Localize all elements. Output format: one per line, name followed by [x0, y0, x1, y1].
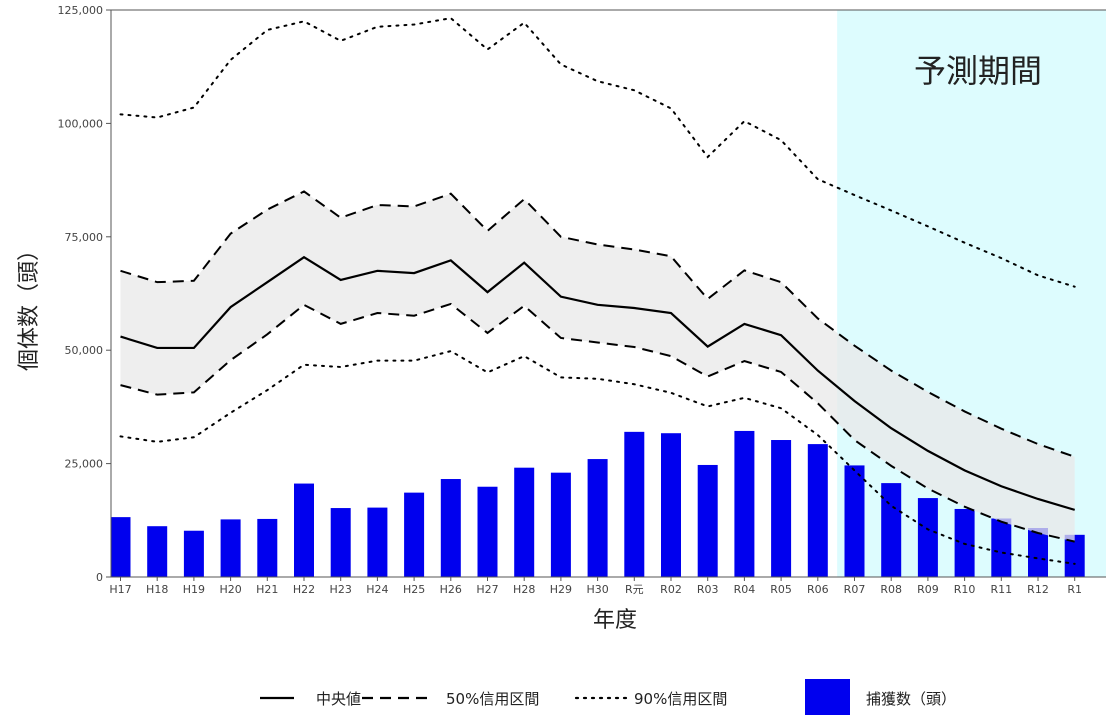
x-tick-label: R02 — [660, 583, 682, 596]
legend-label: 50%信用区間 — [446, 690, 539, 708]
bar-R05 — [771, 440, 792, 577]
bar-R06 — [807, 444, 828, 577]
x-tick-label: H19 — [183, 583, 205, 596]
x-tick-label: H21 — [256, 583, 278, 596]
y-tick-label: 50,000 — [65, 344, 104, 357]
x-tick-label: R06 — [807, 583, 829, 596]
legend: 中央値 50%信用区間 90%信用区間 捕獲数（頭） — [260, 679, 956, 715]
x-tick-label: R11 — [990, 583, 1012, 596]
y-axis-title: 個体数（頭） — [17, 239, 42, 371]
bar-H20 — [220, 519, 241, 577]
bar-H30 — [587, 459, 608, 577]
x-tick-label: R07 — [844, 583, 866, 596]
y-tick-label: 0 — [96, 571, 103, 584]
x-tick-label: H23 — [330, 583, 352, 596]
x-tick-label: R04 — [734, 583, 756, 596]
x-tick-label: R10 — [954, 583, 976, 596]
bar-H23 — [330, 508, 351, 577]
x-tick-label: R12 — [1027, 583, 1049, 596]
bar-R11 — [991, 518, 1012, 577]
bar-R08 — [881, 483, 902, 577]
bar-H18 — [147, 526, 168, 577]
bar-H17 — [110, 517, 131, 577]
x-tick-label: H28 — [513, 583, 535, 596]
y-tick-label: 100,000 — [58, 117, 104, 130]
x-tick-label: R05 — [770, 583, 792, 596]
x-tick-label: R08 — [880, 583, 902, 596]
legend-label: 90%信用区間 — [634, 690, 727, 708]
legend-label: 中央値 — [316, 690, 361, 708]
credible-band-50 — [120, 191, 1075, 542]
bar-H28 — [514, 467, 535, 577]
x-tick-label: H20 — [219, 583, 241, 596]
x-axis-title: 年度 — [593, 608, 637, 633]
x-tick-label: H26 — [440, 583, 462, 596]
x-tick-label: H17 — [109, 583, 131, 596]
x-tick-label: H27 — [476, 583, 498, 596]
x-tick-label: R元 — [625, 583, 644, 596]
bar-R07 — [844, 465, 865, 577]
labels: 予測期間 年度 個体数（頭） — [17, 52, 1042, 633]
band-50-fill — [120, 191, 1075, 542]
legend-swatch-bars — [805, 679, 850, 715]
x-tick-label: H24 — [366, 583, 388, 596]
forecast-label: 予測期間 — [914, 52, 1042, 90]
y-tick-label: 75,000 — [65, 231, 104, 244]
y-tick-label: 25,000 — [65, 458, 104, 471]
bar-H26 — [440, 479, 461, 577]
bar-H27 — [477, 486, 498, 577]
x-tick-label: R09 — [917, 583, 939, 596]
bar-H19 — [183, 530, 204, 577]
bar-H24 — [367, 507, 388, 577]
series-lines — [119, 17, 1076, 565]
line-median — [120, 255, 1076, 511]
line-ci90-upper — [119, 17, 1076, 288]
bar-R02 — [661, 433, 681, 577]
catch-bars — [110, 430, 1085, 577]
x-tick-label: H25 — [403, 583, 425, 596]
x-tick-label: H22 — [293, 583, 315, 596]
y-tick-label: 125,000 — [58, 4, 104, 17]
legend-label: 捕獲数（頭） — [866, 690, 956, 708]
bar-R13 — [1064, 534, 1085, 577]
bar-R04 — [734, 430, 755, 577]
x-tick-label: H30 — [586, 583, 608, 596]
bar-H21 — [257, 518, 278, 577]
x-tick-label: H29 — [550, 583, 572, 596]
axes: 0 25,000 50,000 75,000 100,000 125,000 H17 H18 H… — [58, 4, 1106, 596]
line-ci50-upper — [120, 190, 1076, 458]
bar-H22 — [294, 483, 314, 577]
bar-H25 — [404, 492, 425, 577]
line-ci90-lower — [119, 350, 1076, 565]
bar-R09 — [917, 498, 938, 577]
x-tick-label: R03 — [697, 583, 719, 596]
x-tick-label: H18 — [146, 583, 168, 596]
bar-H29 — [550, 472, 571, 577]
x-tick-label: R1 — [1067, 583, 1082, 596]
bar-R12 — [1028, 528, 1048, 577]
line-ci50-lower — [120, 302, 1075, 543]
bar-R03 — [697, 464, 718, 577]
bar-R元 — [624, 431, 645, 577]
